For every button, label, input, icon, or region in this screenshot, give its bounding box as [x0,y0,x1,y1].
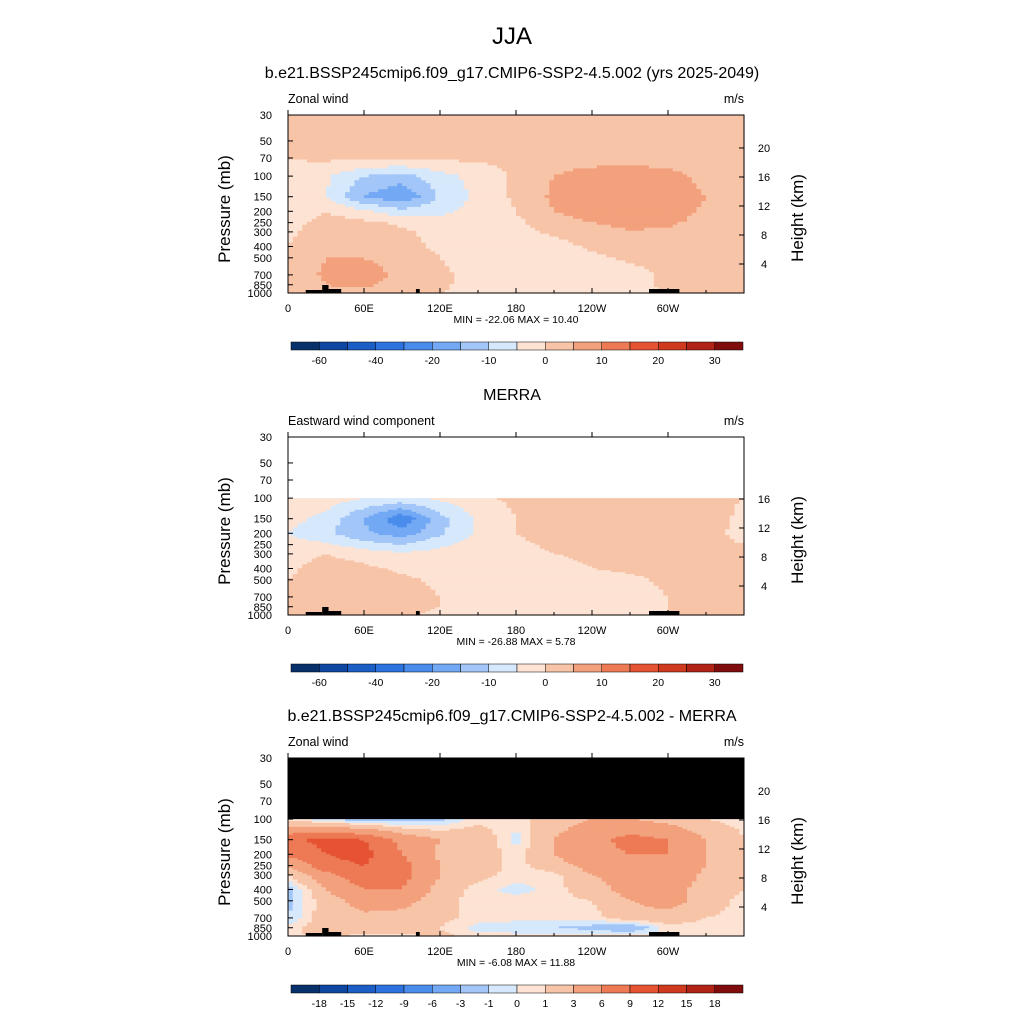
figure-title: JJA [492,23,532,50]
panel-left-label: Zonal wind [288,92,348,106]
panels: b.e21.BSSP245cmip6.f09_g17.CMIP6-SSP2-4.… [215,65,807,1010]
panel-units-label: m/s [724,92,744,106]
field-cells [288,115,745,294]
panel-1: b.e21.BSSP245cmip6.f09_g17.CMIP6-SSP2-4.… [215,65,807,367]
panel-title: b.e21.BSSP245cmip6.f09_g17.CMIP6-SSP2-4.… [265,65,760,82]
